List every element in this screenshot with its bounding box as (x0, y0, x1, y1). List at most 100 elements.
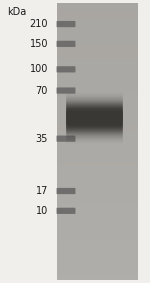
FancyBboxPatch shape (67, 119, 122, 123)
Bar (57, 86, 138, 89)
Bar (57, 48, 138, 52)
Bar (57, 17, 138, 20)
FancyBboxPatch shape (67, 113, 122, 117)
Bar (57, 124, 138, 128)
FancyBboxPatch shape (66, 117, 123, 121)
Bar (57, 197, 138, 200)
Bar (57, 114, 138, 117)
Bar (57, 58, 138, 62)
Bar (57, 218, 138, 221)
FancyBboxPatch shape (67, 112, 122, 115)
FancyBboxPatch shape (66, 106, 123, 110)
Text: 35: 35 (36, 134, 48, 144)
Bar (57, 173, 138, 176)
Bar (57, 231, 138, 235)
Bar (57, 239, 138, 242)
FancyBboxPatch shape (66, 96, 123, 100)
FancyBboxPatch shape (66, 118, 123, 122)
FancyBboxPatch shape (66, 124, 123, 128)
Bar (57, 169, 138, 173)
FancyBboxPatch shape (66, 103, 123, 107)
Bar (57, 142, 138, 145)
Bar (57, 242, 138, 245)
Bar (57, 200, 138, 204)
FancyBboxPatch shape (57, 188, 75, 194)
Bar (57, 273, 138, 277)
FancyBboxPatch shape (67, 115, 122, 119)
Bar (57, 131, 138, 135)
FancyBboxPatch shape (66, 123, 123, 127)
Text: kDa: kDa (8, 7, 27, 17)
FancyBboxPatch shape (67, 117, 122, 120)
FancyBboxPatch shape (67, 109, 122, 113)
Bar (57, 103, 138, 107)
Bar (57, 83, 138, 86)
Bar (57, 176, 138, 180)
Bar (57, 259, 138, 263)
Bar (57, 100, 138, 103)
FancyBboxPatch shape (57, 21, 75, 27)
FancyBboxPatch shape (66, 131, 123, 135)
FancyBboxPatch shape (66, 130, 123, 134)
FancyBboxPatch shape (66, 132, 123, 136)
FancyBboxPatch shape (66, 129, 123, 133)
Bar (57, 266, 138, 270)
Text: 210: 210 (30, 19, 48, 29)
Text: 70: 70 (36, 85, 48, 96)
Bar (57, 211, 138, 214)
FancyBboxPatch shape (67, 108, 122, 112)
FancyBboxPatch shape (67, 122, 122, 125)
Bar (57, 249, 138, 252)
Bar (57, 256, 138, 259)
Bar (57, 6, 138, 10)
Bar (57, 228, 138, 231)
FancyBboxPatch shape (66, 104, 123, 108)
FancyBboxPatch shape (66, 120, 123, 124)
Bar (57, 52, 138, 55)
Bar (57, 34, 138, 38)
Bar (57, 235, 138, 239)
Bar (57, 221, 138, 225)
FancyBboxPatch shape (66, 134, 123, 138)
Text: 17: 17 (36, 186, 48, 196)
Bar (57, 186, 138, 190)
Bar (57, 117, 138, 121)
Bar (57, 152, 138, 155)
FancyBboxPatch shape (57, 41, 75, 47)
FancyBboxPatch shape (66, 107, 123, 111)
Bar (57, 97, 138, 100)
Bar (57, 128, 138, 131)
Bar (57, 38, 138, 41)
FancyBboxPatch shape (66, 102, 123, 106)
FancyBboxPatch shape (66, 112, 123, 116)
Bar (57, 44, 138, 48)
Bar (57, 79, 138, 83)
Bar (57, 155, 138, 159)
Bar (57, 225, 138, 228)
Bar (57, 41, 138, 44)
FancyBboxPatch shape (67, 124, 122, 128)
Text: 150: 150 (30, 39, 48, 49)
Bar (57, 55, 138, 58)
Text: 10: 10 (36, 206, 48, 216)
FancyBboxPatch shape (66, 110, 123, 115)
Bar (57, 76, 138, 79)
FancyBboxPatch shape (67, 121, 122, 124)
FancyBboxPatch shape (66, 128, 123, 132)
Bar (57, 214, 138, 218)
FancyBboxPatch shape (66, 108, 123, 112)
Bar (57, 159, 138, 162)
FancyBboxPatch shape (57, 208, 75, 214)
Bar (57, 180, 138, 183)
Bar (57, 20, 138, 23)
Bar (57, 270, 138, 273)
FancyBboxPatch shape (66, 115, 123, 119)
Bar (57, 3, 138, 280)
FancyBboxPatch shape (67, 123, 122, 127)
Bar (57, 72, 138, 76)
FancyBboxPatch shape (66, 135, 123, 139)
Bar (57, 110, 138, 114)
Bar (57, 194, 138, 197)
FancyBboxPatch shape (57, 87, 75, 94)
Bar (57, 204, 138, 207)
